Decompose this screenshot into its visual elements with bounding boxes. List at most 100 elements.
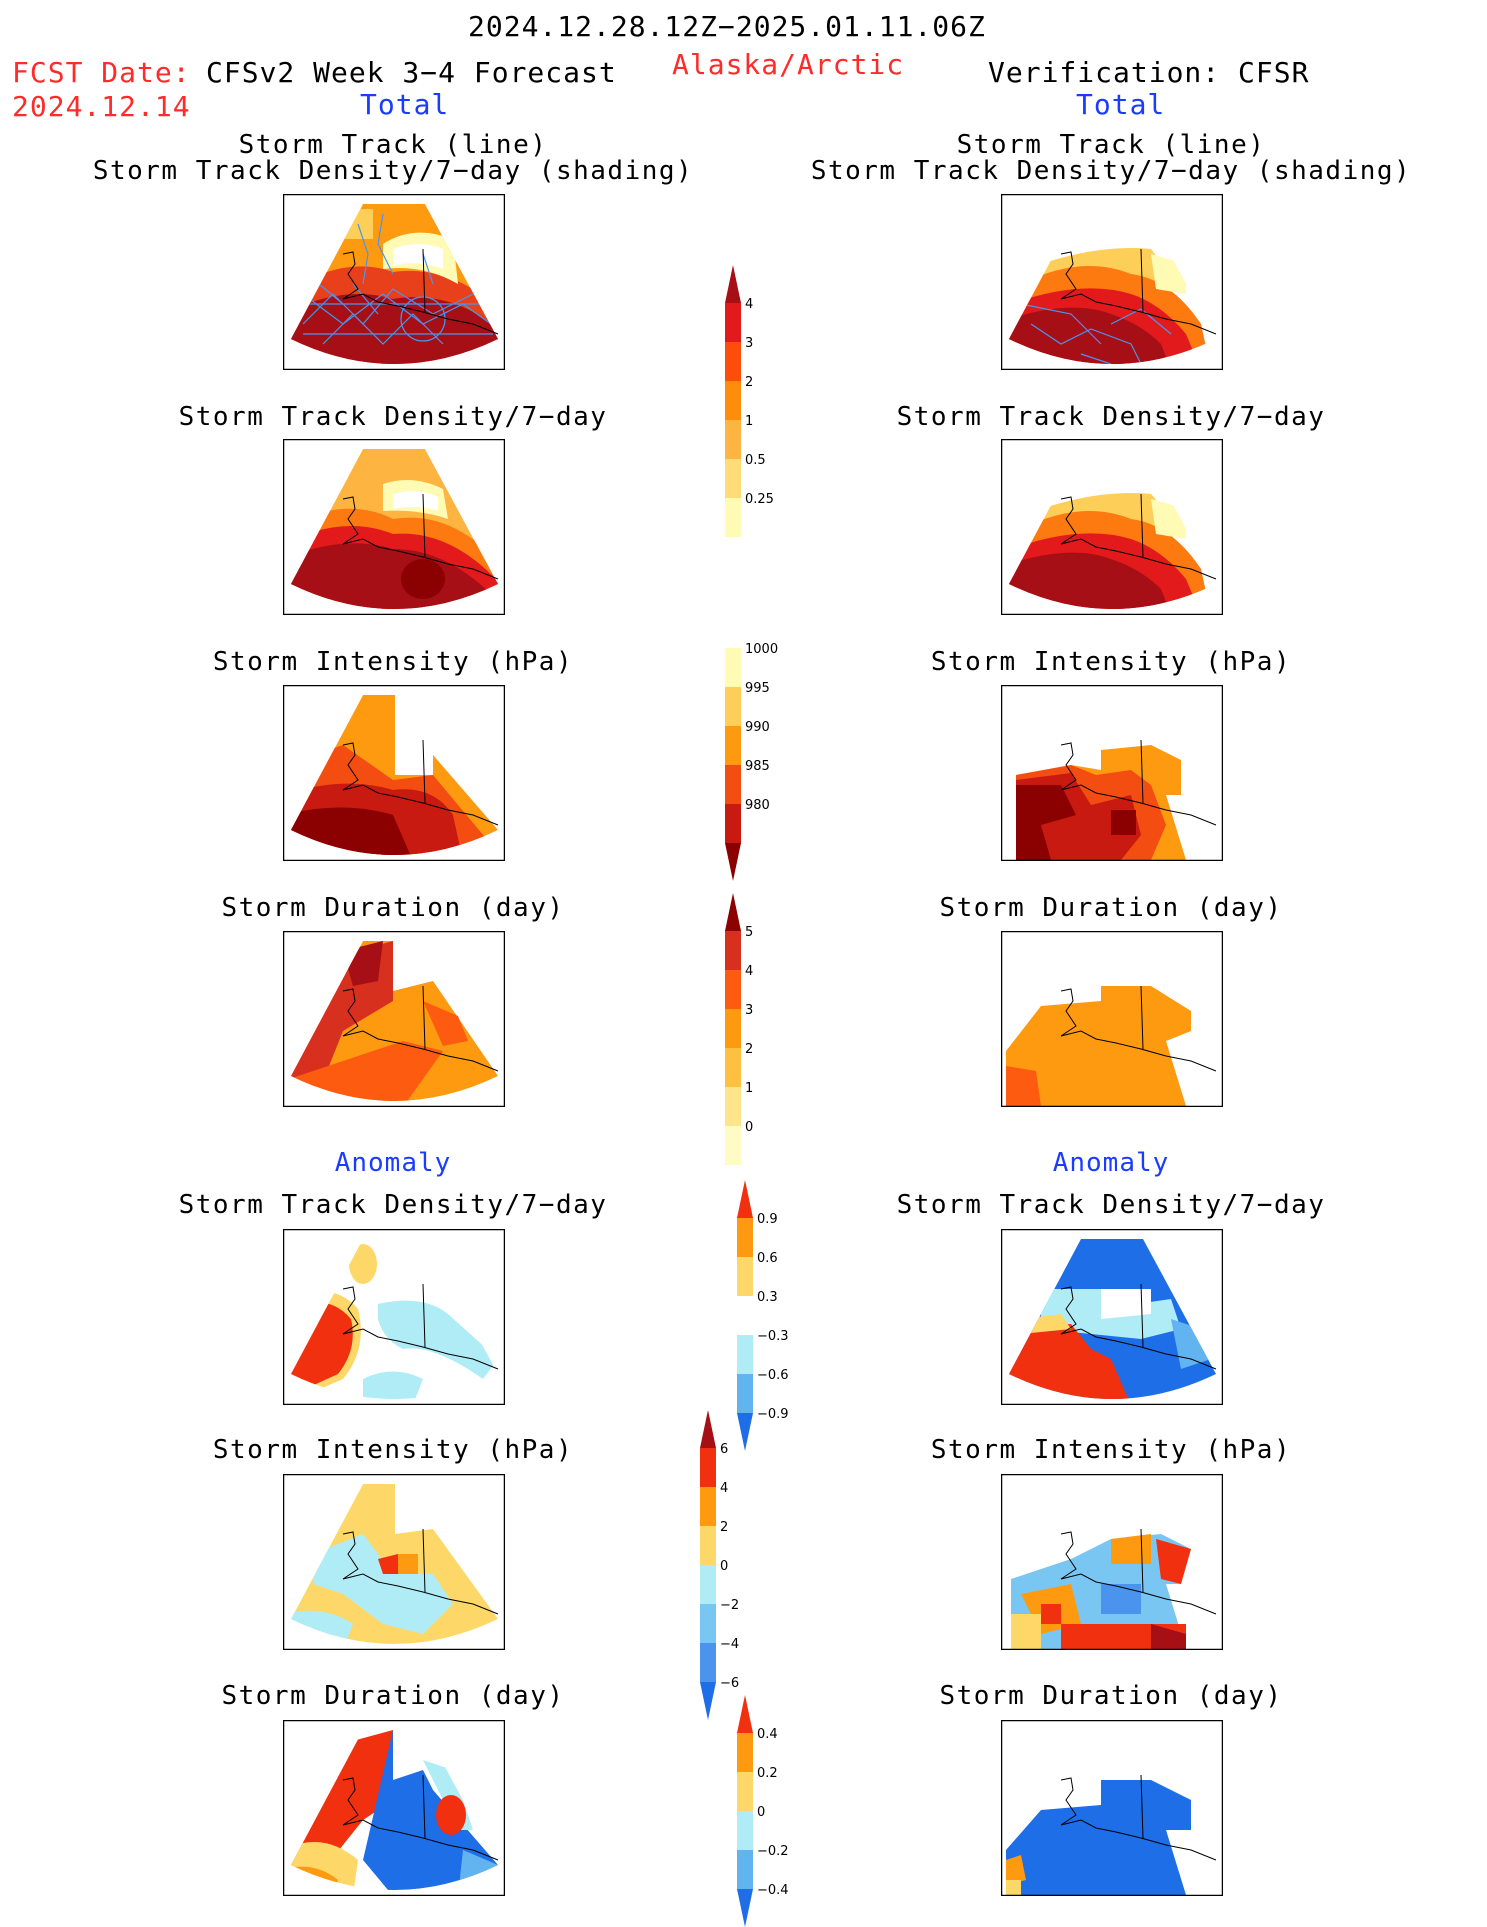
colorbar-box bbox=[725, 1126, 741, 1165]
colorbar-tick-label: 4 bbox=[745, 964, 753, 979]
colorbar-tick-label: 3 bbox=[745, 1003, 753, 1018]
colorbar-box bbox=[725, 648, 741, 687]
left-section-total: Total bbox=[360, 88, 450, 121]
colorbar-box bbox=[700, 1526, 716, 1565]
colorbar-box bbox=[725, 1009, 741, 1048]
colorbar-box bbox=[737, 1296, 753, 1335]
colorbar-min-triangle bbox=[737, 1889, 753, 1927]
colorbar-tick-label: 6 bbox=[720, 1442, 728, 1457]
colorbar-tick-label: 0 bbox=[720, 1559, 728, 1574]
colorbar-tick-label: −0.3 bbox=[757, 1329, 789, 1344]
map-forecast-intensity-anomaly bbox=[283, 1474, 505, 1650]
colorbar-box bbox=[737, 1257, 753, 1296]
colorbar-max-triangle bbox=[700, 1410, 716, 1448]
colorbar-tick-label: −0.2 bbox=[757, 1844, 789, 1859]
colorbar-tick-label: 980 bbox=[745, 798, 770, 813]
map-forecast-density bbox=[283, 439, 505, 615]
map-forecast-density-anomaly bbox=[283, 1229, 505, 1405]
colorbar-tick-label: 0 bbox=[745, 1120, 753, 1135]
colorbar-tick-label: 0.2 bbox=[757, 1766, 778, 1781]
colorbar-tick-label: 2 bbox=[745, 375, 753, 390]
left-anom-duration-title: Storm Duration (day) bbox=[221, 1681, 565, 1711]
left-density-title: Storm Track Density/7−day bbox=[178, 402, 608, 432]
left-anom-intensity-title: Storm Intensity (hPa) bbox=[212, 1435, 574, 1465]
map-cfsr-density-anomaly bbox=[1001, 1229, 1223, 1405]
left-duration-title: Storm Duration (day) bbox=[221, 893, 565, 923]
colorbar-tick-label: 1 bbox=[745, 414, 753, 429]
colorbar-box bbox=[725, 931, 741, 970]
colorbar-intensity-total: 1000 995 990 985 980 bbox=[725, 642, 805, 881]
model-label: CFSv2 Week 3−4 Forecast bbox=[206, 56, 617, 89]
colorbar-tick-label: −2 bbox=[720, 1598, 739, 1613]
left-track-shading-title: Storm Track Density/7−day (shading) bbox=[92, 156, 694, 186]
left-track-line-title: Storm Track (line) bbox=[238, 130, 548, 160]
right-anom-intensity-title: Storm Intensity (hPa) bbox=[930, 1435, 1292, 1465]
colorbar-duration-total: 5 4 3 2 1 0 bbox=[725, 893, 805, 1165]
colorbar-box bbox=[700, 1604, 716, 1643]
colorbar-tick-label: 0.4 bbox=[757, 1727, 778, 1742]
map-forecast-intensity bbox=[283, 685, 505, 861]
colorbar-tick-label: 0 bbox=[757, 1805, 765, 1820]
colorbar-tick-label: 2 bbox=[720, 1520, 728, 1535]
colorbar-tick-label: −0.4 bbox=[757, 1883, 789, 1898]
colorbar-duration-anomaly: 0.4 0.2 0 −0.2 −0.4 bbox=[737, 1695, 817, 1927]
colorbar-tick-label: 2 bbox=[745, 1042, 753, 1057]
right-track-line-title: Storm Track (line) bbox=[956, 130, 1266, 160]
colorbar-min-triangle bbox=[737, 1413, 753, 1451]
left-anomaly-heading: Anomaly bbox=[334, 1148, 452, 1178]
colorbar-box bbox=[700, 1487, 716, 1526]
right-anomaly-heading: Anomaly bbox=[1052, 1148, 1170, 1178]
colorbar-max-triangle bbox=[725, 893, 741, 931]
colorbar-box bbox=[737, 1218, 753, 1257]
colorbar-tick-label: 4 bbox=[720, 1481, 728, 1496]
colorbar-density-total: 4 3 2 1 0.5 0.25 bbox=[725, 265, 805, 537]
region-label: Alaska/Arctic bbox=[672, 48, 905, 81]
colorbar-box bbox=[725, 420, 741, 459]
colorbar-tick-label: 5 bbox=[745, 925, 753, 940]
verification-label: Verification: CFSR bbox=[988, 56, 1310, 89]
colorbar-box bbox=[737, 1772, 753, 1811]
right-intensity-title: Storm Intensity (hPa) bbox=[930, 647, 1292, 677]
right-density-title: Storm Track Density/7−day bbox=[896, 402, 1326, 432]
colorbar-box bbox=[725, 687, 741, 726]
colorbar-box bbox=[737, 1374, 753, 1413]
colorbar-box bbox=[737, 1850, 753, 1889]
colorbar-box bbox=[737, 1733, 753, 1772]
colorbar-tick-label: 985 bbox=[745, 759, 770, 774]
colorbar-box bbox=[725, 1048, 741, 1087]
colorbar-density-anomaly: 0.9 0.6 0.3 −0.3 −0.6 −0.9 bbox=[737, 1180, 817, 1451]
map-cfsr-density bbox=[1001, 439, 1223, 615]
colorbar-max-triangle bbox=[737, 1695, 753, 1733]
colorbar-tick-label: 4 bbox=[745, 297, 753, 312]
colorbar-tick-label: −0.9 bbox=[757, 1407, 789, 1422]
right-anom-density-title: Storm Track Density/7−day bbox=[896, 1190, 1326, 1220]
colorbar-box bbox=[725, 459, 741, 498]
colorbar-tick-label: 1 bbox=[745, 1081, 753, 1096]
colorbar-tick-label: 0.5 bbox=[745, 453, 766, 468]
left-anom-density-title: Storm Track Density/7−day bbox=[178, 1190, 608, 1220]
colorbar-tick-label: 995 bbox=[745, 681, 770, 696]
colorbar-max-triangle bbox=[737, 1180, 753, 1218]
right-duration-title: Storm Duration (day) bbox=[939, 893, 1283, 923]
colorbar-box bbox=[737, 1811, 753, 1850]
colorbar-intensity-anomaly: 6 4 2 0 −2 −4 −6 bbox=[700, 1410, 780, 1720]
colorbar-box bbox=[725, 498, 741, 537]
map-cfsr-intensity-anomaly bbox=[1001, 1474, 1223, 1650]
colorbar-tick-label: 0.25 bbox=[745, 492, 774, 507]
colorbar-box bbox=[725, 804, 741, 843]
colorbar-tick-label: 3 bbox=[745, 336, 753, 351]
colorbar-box bbox=[725, 726, 741, 765]
map-forecast-track-density-lines bbox=[283, 194, 505, 370]
right-anom-duration-title: Storm Duration (day) bbox=[939, 1681, 1283, 1711]
colorbar-box bbox=[725, 381, 741, 420]
colorbar-box bbox=[725, 1087, 741, 1126]
colorbar-tick-label: −4 bbox=[720, 1637, 739, 1652]
fcst-date-label: FCST Date: bbox=[12, 56, 191, 89]
colorbar-min-triangle bbox=[700, 1682, 716, 1720]
map-cfsr-duration bbox=[1001, 931, 1223, 1107]
colorbar-tick-label: 0.3 bbox=[757, 1290, 778, 1305]
left-intensity-title: Storm Intensity (hPa) bbox=[212, 647, 574, 677]
colorbar-tick-label: 1000 bbox=[745, 642, 778, 657]
map-cfsr-track-density-lines bbox=[1001, 194, 1223, 370]
colorbar-box bbox=[737, 1335, 753, 1374]
